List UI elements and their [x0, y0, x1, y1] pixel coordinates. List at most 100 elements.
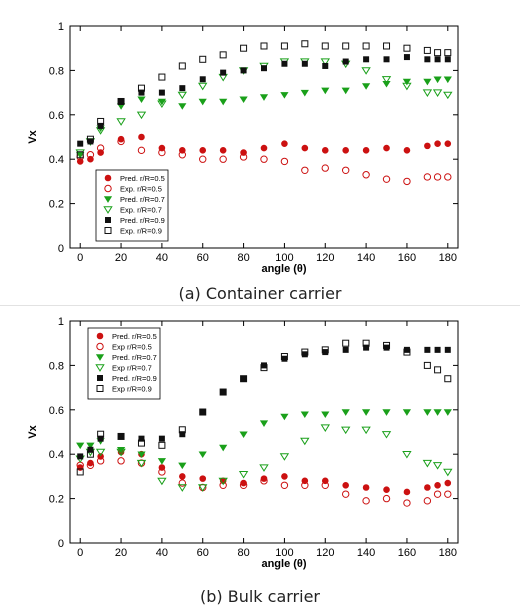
- chart-b-point: [402, 451, 412, 459]
- chart-a-point: [301, 144, 309, 152]
- chart-b-point: [300, 411, 309, 419]
- chart-a-point: [423, 173, 432, 181]
- chart-a-series-4: [75, 58, 453, 157]
- chart-a-point: [362, 171, 370, 179]
- chart-a-legend-label: Pred. r/R=0.7: [120, 195, 165, 204]
- chart-a-point: [239, 153, 248, 161]
- figure-divider: [0, 305, 520, 306]
- chart-b-point: [260, 477, 268, 485]
- chart-a-point: [157, 100, 167, 109]
- chart-a-point: [178, 103, 187, 110]
- chart-a-point: [402, 78, 412, 86]
- chart-a-point: [197, 82, 208, 91]
- chart-b-point: [77, 453, 84, 460]
- chart-b-y-tick-label: 0.4: [49, 449, 64, 461]
- chart-a-point: [382, 175, 391, 183]
- chart-b-point: [116, 447, 126, 454]
- chart-b-point: [96, 457, 105, 465]
- chart-b-point: [300, 437, 310, 446]
- chart-b-point: [362, 497, 370, 505]
- chart-a-point: [423, 78, 432, 86]
- chart-b-plot-frame: [69, 320, 459, 544]
- chart-b-y-tick-label: 1: [58, 316, 64, 328]
- chart-a-point: [219, 51, 227, 59]
- chart-b-point: [444, 375, 452, 383]
- chart-a-legend-marker: [103, 196, 113, 203]
- chart-b-point: [240, 375, 248, 383]
- chart-a-point: [383, 42, 391, 50]
- chart-a-point: [138, 133, 145, 141]
- chart-a-point: [76, 151, 84, 159]
- chart-a-x-tick-label: 60: [197, 252, 209, 264]
- chart-a-point: [198, 98, 207, 106]
- chart-b-point: [117, 457, 125, 465]
- chart-a-point: [434, 140, 441, 147]
- chart-a-point: [199, 55, 207, 63]
- chart-a-point: [444, 56, 451, 63]
- chart-b-x-tick-label: 0: [77, 547, 83, 559]
- chart-a-legend-marker: [105, 217, 111, 223]
- chart-a-point: [381, 76, 392, 84]
- chart-b-point: [239, 431, 248, 439]
- chart-a-point: [219, 147, 227, 154]
- chart-b-point: [383, 486, 390, 494]
- chart-b-point: [220, 389, 227, 396]
- chart-a-x-tick-label: 80: [237, 252, 249, 264]
- chart-a-point: [158, 148, 166, 157]
- chart-b-point: [239, 481, 248, 489]
- chart-a-x-tick-label: 20: [115, 252, 127, 264]
- chart-b-series-6: [76, 339, 452, 476]
- chart-a-point: [240, 67, 247, 74]
- chart-b-point: [423, 361, 431, 369]
- chart-a-y-tick-label: 0: [58, 243, 64, 255]
- chart-a-point: [402, 82, 412, 91]
- caption-b: (b) Bulk carrier: [200, 587, 320, 606]
- chart-a-point: [382, 81, 391, 88]
- chart-a-point: [444, 140, 452, 147]
- chart-a-point: [383, 56, 390, 63]
- chart-a-point: [137, 96, 146, 104]
- chart-b-point: [423, 497, 432, 505]
- chart-a-series-6: [76, 40, 452, 159]
- chart-a-point: [320, 58, 331, 66]
- chart-b-x-tick-label: 40: [156, 547, 168, 559]
- chart-b-point: [87, 446, 94, 453]
- chart-a-legend-marker: [104, 227, 112, 234]
- chart-a-point: [432, 89, 443, 97]
- chart-a-point: [178, 151, 187, 159]
- chart-b-point: [260, 364, 268, 372]
- chart-a-y-tick-label: 0.6: [49, 110, 64, 122]
- chart-b-x-tick-label: 100: [275, 547, 293, 559]
- chart-a-point: [301, 60, 308, 67]
- chart-b-point: [403, 346, 410, 353]
- chart-b-legend-marker: [97, 375, 103, 381]
- chart-a-legend-label: Exp. r/R=0.7: [120, 206, 162, 215]
- chart-a-point: [86, 135, 94, 143]
- chart-b-x-tick-label: 80: [237, 547, 249, 559]
- chart-b-point: [179, 473, 186, 480]
- chart-a-point: [300, 89, 309, 97]
- chart-a-point: [118, 98, 125, 105]
- chart-a-point: [342, 147, 349, 154]
- chart-a-point: [116, 118, 126, 126]
- chart-a-point: [383, 144, 390, 152]
- chart-b-point: [422, 459, 433, 468]
- chart-a-x-axis-label: angle (θ): [261, 263, 306, 275]
- chart-a-legend-box: [95, 169, 169, 242]
- chart-b-point: [444, 490, 452, 498]
- chart-b-x-tick-label: 20: [115, 547, 127, 559]
- chart-a-x-tick-label: 160: [398, 252, 416, 264]
- chart-b-point: [218, 477, 228, 486]
- chart-b-point: [76, 468, 84, 476]
- chart-b-point: [434, 346, 441, 353]
- chart-a-point: [434, 56, 441, 63]
- chart-b-legend-marker: [96, 332, 104, 340]
- chart-b-point: [382, 494, 391, 503]
- chart-b-point: [97, 435, 104, 442]
- chart-a-point: [422, 89, 433, 97]
- chart-a-point: [117, 97, 125, 105]
- chart-a-point: [239, 96, 248, 104]
- chart-b-x-axis-label: angle (θ): [261, 558, 306, 570]
- chart-a-point: [199, 155, 207, 163]
